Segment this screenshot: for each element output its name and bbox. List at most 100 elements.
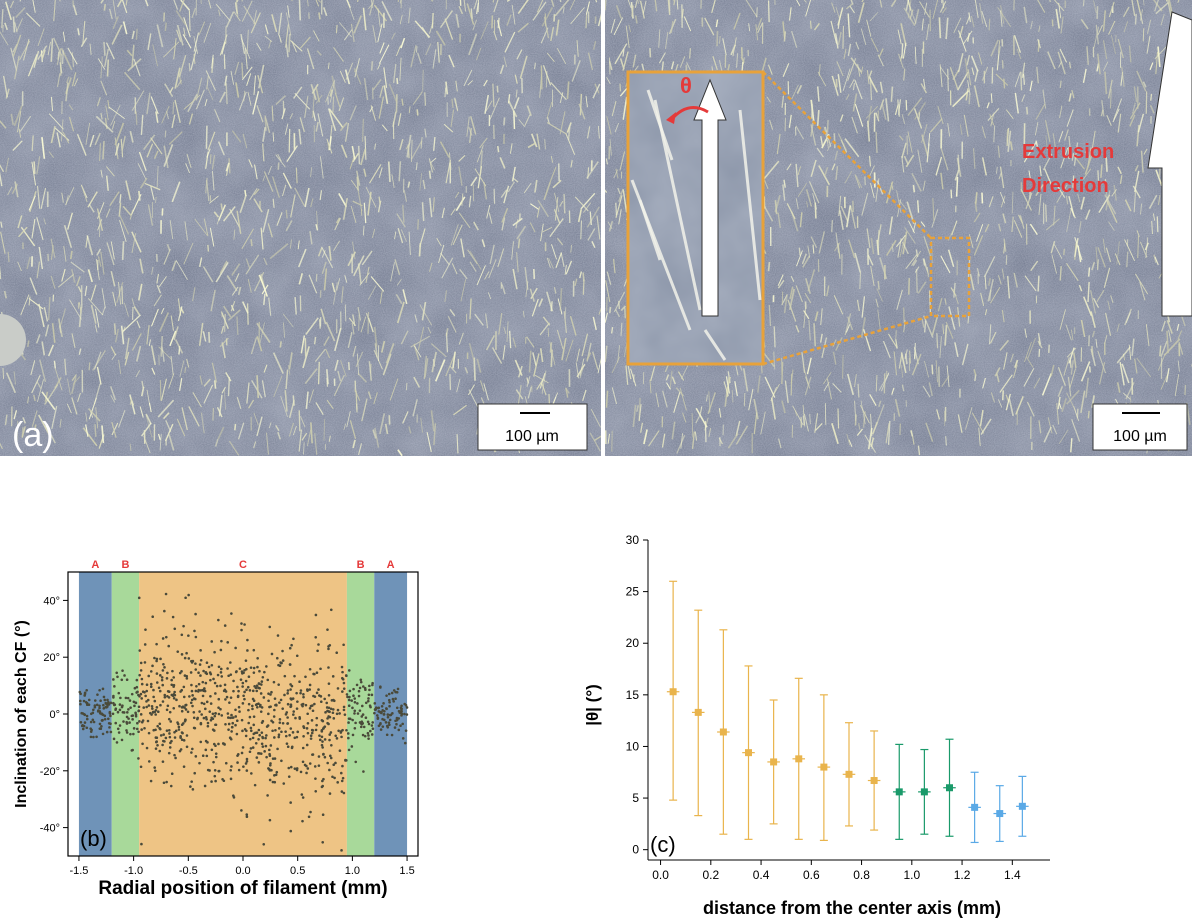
y-tick-label: 25 [626, 585, 640, 599]
data-point [385, 707, 388, 710]
data-point [261, 719, 265, 723]
data-point [223, 743, 226, 746]
data-point [158, 722, 162, 726]
data-point [165, 677, 169, 680]
data-point [163, 693, 167, 697]
data-point [125, 715, 129, 719]
data-point [376, 716, 380, 720]
data-point [166, 671, 169, 675]
panel-label-c: (c) [650, 832, 676, 857]
data-point [153, 769, 157, 773]
data-point [242, 765, 245, 768]
data-point [182, 722, 185, 725]
data-point [173, 627, 177, 631]
data-point [264, 736, 267, 740]
data-point [179, 748, 183, 751]
data-point [182, 685, 186, 689]
data-point [214, 752, 218, 755]
data-point [230, 725, 234, 729]
data-point [127, 708, 130, 711]
data-point [292, 637, 295, 641]
data-point [227, 722, 231, 726]
data-point [89, 720, 93, 724]
data-point [404, 703, 408, 707]
data-point [400, 709, 403, 713]
data-point [249, 666, 253, 669]
data-point [229, 777, 233, 781]
data-point [241, 702, 245, 705]
data-point [273, 780, 277, 784]
data-point [298, 680, 301, 683]
data-point [234, 708, 237, 712]
data-point [205, 661, 209, 665]
data-point [252, 648, 256, 652]
data-point [348, 689, 352, 693]
data-point [98, 706, 101, 710]
data-point [920, 788, 928, 796]
data-point [260, 680, 264, 683]
data-point [138, 694, 141, 698]
data-point [367, 697, 370, 700]
data-point [334, 761, 337, 765]
data-point [327, 706, 331, 710]
data-point [197, 682, 201, 686]
data-point [245, 757, 249, 761]
data-point [394, 719, 397, 723]
data-point [125, 731, 129, 734]
data-point [164, 736, 168, 740]
data-point [321, 779, 324, 783]
x-tick-label: 1.2 [954, 868, 971, 882]
data-point [339, 731, 343, 734]
data-point [223, 624, 227, 627]
data-point [267, 768, 271, 771]
x-tick-label: 1.0 [903, 868, 920, 882]
data-point [390, 733, 394, 737]
data-point [168, 710, 172, 714]
data-point [119, 696, 122, 700]
data-point [247, 708, 250, 712]
data-point [388, 723, 391, 727]
data-point [214, 712, 217, 715]
data-point [348, 695, 351, 699]
data-point [213, 774, 217, 778]
data-point [329, 756, 333, 760]
data-point [241, 746, 245, 749]
data-point [296, 730, 300, 734]
data-point [274, 773, 278, 777]
data-point [251, 736, 255, 740]
data-point [151, 711, 155, 714]
data-point [384, 721, 388, 724]
data-point [120, 678, 124, 682]
data-point [117, 691, 121, 695]
data-point [254, 741, 258, 745]
data-point [344, 759, 347, 762]
data-point [183, 674, 187, 677]
data-point [329, 608, 333, 612]
data-point [138, 720, 141, 723]
data-point [305, 727, 309, 730]
data-point [286, 692, 289, 695]
data-point [141, 690, 145, 694]
data-point [176, 650, 180, 653]
data-point [155, 657, 159, 661]
data-point [243, 697, 246, 701]
data-point [272, 680, 276, 684]
data-point [362, 770, 365, 773]
data-point [229, 661, 232, 664]
data-point [108, 726, 111, 729]
data-point [156, 710, 160, 714]
x-tick-label: 0.4 [753, 868, 770, 882]
x-tick-label: 0.0 [235, 865, 250, 877]
data-point [250, 772, 253, 775]
data-point [89, 730, 93, 733]
data-point [191, 704, 194, 708]
data-point [357, 694, 361, 698]
data-point [324, 711, 327, 714]
data-point [277, 663, 280, 667]
y-tick-label: 0° [49, 709, 60, 721]
data-point [268, 778, 272, 782]
data-point [395, 691, 399, 694]
data-point [128, 721, 131, 724]
data-point [149, 779, 153, 783]
data-point [314, 613, 318, 617]
